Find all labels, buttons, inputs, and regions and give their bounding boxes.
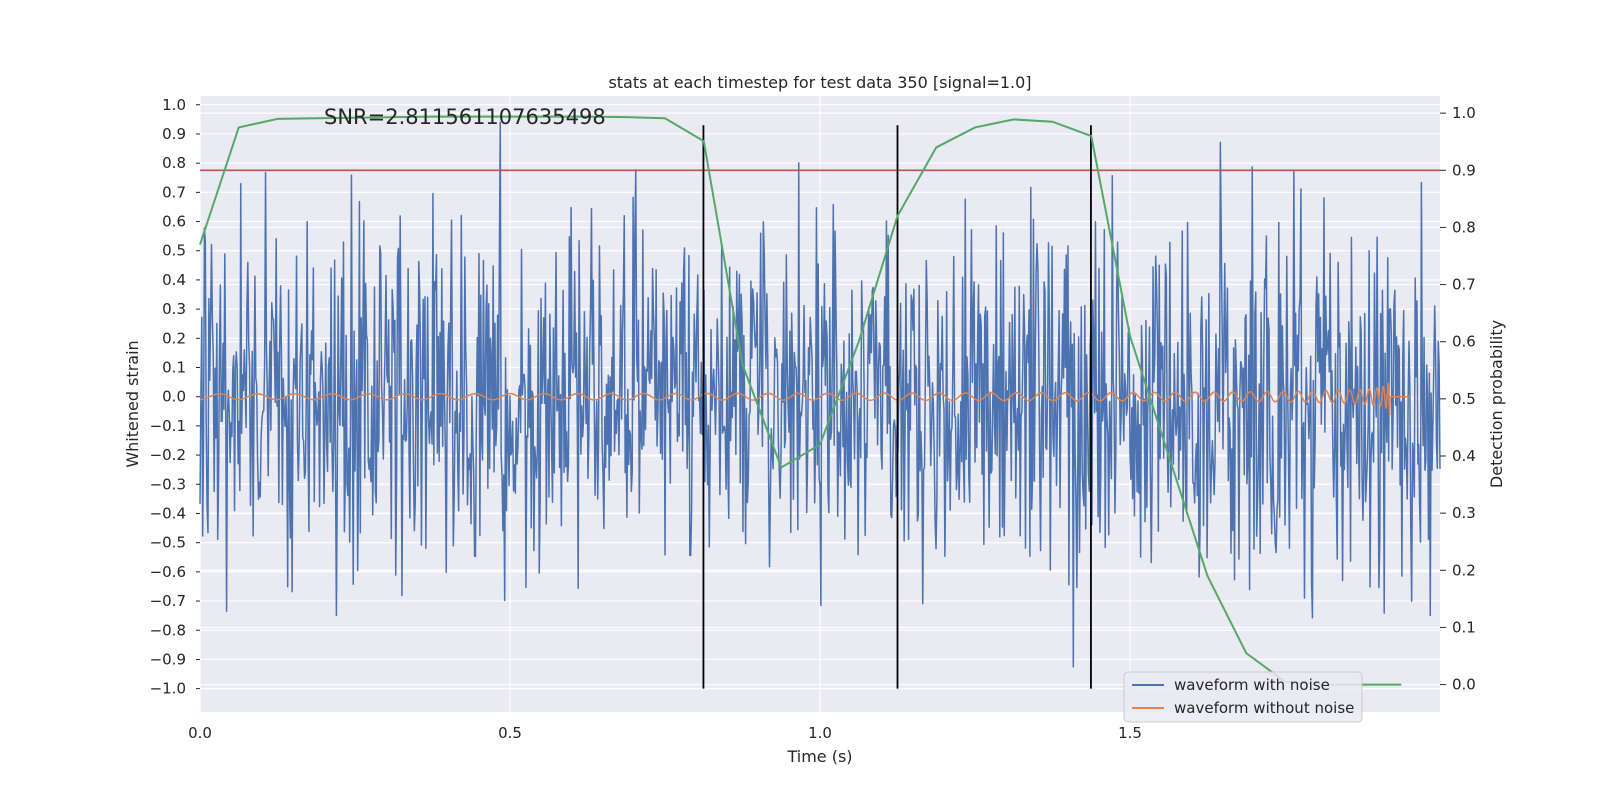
y-right-tick-label: 0.4 bbox=[1452, 447, 1476, 465]
y-left-tick-label: 0.8 bbox=[162, 154, 186, 172]
y-right-tick-label: 0.8 bbox=[1452, 218, 1476, 236]
y-left-tick-label: 1.0 bbox=[162, 96, 186, 114]
y-left-tick-label: −0.2 bbox=[150, 446, 186, 464]
y-left-tick-label: −0.9 bbox=[150, 650, 186, 668]
series-detection-probability bbox=[199, 115, 1402, 686]
y-left-tick-label: 0.7 bbox=[162, 183, 186, 201]
y-left-tick-label: −1.0 bbox=[150, 680, 186, 698]
x-tick-label: 0.5 bbox=[498, 724, 522, 742]
y-right-tick-label: 0.0 bbox=[1452, 676, 1476, 694]
x-axis-label: Time (s) bbox=[786, 747, 852, 766]
snr-annotation: SNR=2.811561107635498 bbox=[324, 105, 606, 129]
x-tick-label: 1.0 bbox=[808, 724, 832, 742]
x-tick-label: 0.0 bbox=[188, 724, 212, 742]
legend-label-clean: waveform without noise bbox=[1174, 699, 1354, 717]
clean-waveform-line bbox=[199, 382, 1410, 416]
legend: waveform with noise waveform without noi… bbox=[1123, 671, 1363, 723]
y-axis-left-label: Whitened strain bbox=[123, 340, 142, 467]
y-right-tick-label: 0.9 bbox=[1452, 161, 1476, 179]
y-right-tick-label: 0.7 bbox=[1452, 276, 1476, 294]
y-left-tick-label: 0.0 bbox=[162, 388, 186, 406]
y-right-tick-label: 0.3 bbox=[1452, 504, 1476, 522]
axis-ticks: 0.0 0.5 1.0 1.5 1.0 0.9 0.8 0.7 0.6 0.5 0.4 0.3 0.2 0… bbox=[150, 96, 1476, 742]
y-left-tick-label: −0.7 bbox=[150, 592, 186, 610]
x-tick-label: 1.5 bbox=[1118, 724, 1142, 742]
y-left-tick-label: −0.8 bbox=[150, 621, 186, 639]
y-left-tick-label: −0.5 bbox=[150, 534, 186, 552]
y-left-tick-label: −0.3 bbox=[150, 475, 186, 493]
noisy-waveform-line bbox=[199, 121, 1441, 668]
legend-label-noise: waveform with noise bbox=[1174, 676, 1330, 694]
y-left-tick-label: −0.1 bbox=[150, 417, 186, 435]
legend-box bbox=[1123, 671, 1363, 723]
y-left-tick-label: 0.1 bbox=[162, 359, 186, 377]
y-left-tick-label: 0.2 bbox=[162, 329, 186, 347]
series-waveform-with-noise bbox=[199, 121, 1441, 668]
y-left-tick-label: −0.4 bbox=[150, 504, 186, 522]
y-right-tick-label: 0.5 bbox=[1452, 390, 1476, 408]
y-right-tick-label: 0.1 bbox=[1452, 618, 1476, 636]
y-left-tick-label: 0.3 bbox=[162, 300, 186, 318]
y-axis-right-label: Detection probability bbox=[1487, 320, 1506, 488]
y-right-tick-label: 0.6 bbox=[1452, 333, 1476, 351]
y-left-tick-label: 0.4 bbox=[162, 271, 186, 289]
series-waveform-without-noise bbox=[199, 382, 1410, 416]
y-left-tick-label: 0.6 bbox=[162, 213, 186, 231]
y-right-tick-label: 0.2 bbox=[1452, 561, 1476, 579]
detection-probability-line bbox=[199, 115, 1402, 686]
y-left-tick-label: 0.9 bbox=[162, 125, 186, 143]
y-right-tick-label: 1.0 bbox=[1452, 104, 1476, 122]
chart-title: stats at each timestep for test data 350… bbox=[608, 73, 1031, 92]
y-left-tick-label: −0.6 bbox=[150, 563, 186, 581]
y-left-tick-label: 0.5 bbox=[162, 242, 186, 260]
